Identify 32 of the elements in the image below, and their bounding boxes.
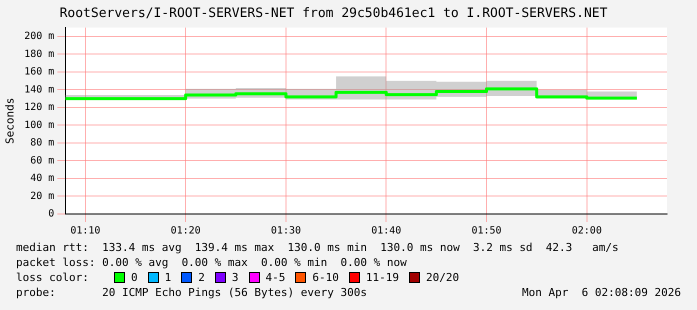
legend-label: 20/20 — [426, 270, 460, 285]
text: median rtt: 133.4 ms avg 139.4 ms max 130.0 ms min 130.0 ms now 3.2 ms sd 42.3 am/s — [16, 240, 620, 255]
text: Mon Apr 6 02:08:09 2026 — [522, 285, 681, 300]
legend-title: loss color: — [16, 270, 90, 285]
legend-label: 11-19 — [366, 270, 399, 285]
x-tick-label: 01:30 — [270, 226, 301, 237]
legend-label: 0 — [131, 270, 138, 285]
y-tick-label: 40 m — [30, 173, 54, 184]
y-tick-label: 60 m — [30, 155, 54, 166]
legend-label: 6-10 — [312, 270, 339, 285]
x-tick-label: 01:50 — [471, 226, 502, 237]
y-tick-label: 20 m — [30, 190, 54, 202]
y-tick-label: 140 m — [24, 84, 54, 96]
y-tick-label: 120 m — [24, 102, 54, 114]
x-tick-label: 01:10 — [70, 226, 100, 237]
x-tick-label: 01:20 — [170, 226, 201, 237]
legend-label: 4-5 — [266, 270, 286, 285]
y-tick-label: 100 m — [24, 120, 54, 131]
y-tick-label: 200 m — [24, 31, 54, 42]
y-tick-label: 0 — [48, 208, 54, 220]
y-axis-title: Seconds — [3, 98, 16, 144]
y-tick-label: 160 m — [24, 66, 54, 78]
x-tick-label: 02:00 — [572, 226, 602, 237]
y-tick-label: 80 m — [30, 138, 54, 149]
y-tick-label: 180 m — [24, 48, 54, 60]
legend-label: 3 — [232, 270, 238, 285]
text: probe: 20 ICMP Echo Pings (56 Bytes) every 300s — [16, 285, 367, 300]
x-tick-label: 01:40 — [371, 226, 402, 237]
chart-title: RootServers/I-ROOT-SERVERS-NET from 29c50b461ec1 to I.ROOT-SERVERS.NET — [60, 6, 608, 22]
text: packet loss: 0.00 % avg 0.00 % max 0.00 % min 0.00 % now — [16, 255, 408, 270]
legend-label: 2 — [198, 270, 205, 285]
legend-label: 1 — [164, 270, 172, 285]
